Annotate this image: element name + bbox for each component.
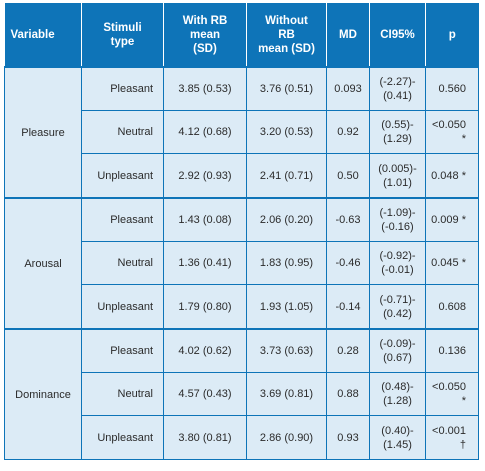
p-cell: 0.048 *: [425, 153, 479, 199]
header-with-rb: With RB mean (SD): [163, 3, 247, 67]
header-md: MD: [326, 3, 370, 67]
p-cell: <0.050 *: [425, 110, 479, 154]
md-cell: 0.28: [326, 328, 370, 373]
stimuli-cell: Neutral: [81, 241, 164, 285]
stimuli-cell: Pleasant: [81, 197, 164, 242]
table-row: Unpleasant 1.79 (0.80) 1.93 (1.05) -0.14…: [5, 284, 479, 330]
with-rb-cell: 3.80 (0.81): [163, 415, 247, 460]
md-cell: 0.93: [326, 415, 370, 460]
ci-cell: (0.55)- (1.29): [369, 110, 426, 154]
without-rb-cell: 1.83 (0.95): [246, 241, 327, 285]
without-rb-cell: 3.73 (0.63): [246, 328, 327, 373]
stimuli-cell: Neutral: [81, 110, 164, 154]
stimuli-cell: Pleasant: [81, 328, 164, 373]
stimuli-cell: Unpleasant: [81, 284, 164, 330]
with-rb-cell: 1.36 (0.41): [163, 241, 247, 285]
p-cell: 0.045 *: [425, 241, 479, 285]
table-row: Unpleasant 3.80 (0.81) 2.86 (0.90) 0.93 …: [5, 415, 479, 460]
with-rb-cell: 3.85 (0.53): [163, 66, 247, 111]
ci-cell: (0.005)- (1.01): [369, 153, 426, 199]
p-cell: 0.560: [425, 66, 479, 111]
ci-cell: (-0.92)- (-0.01): [369, 241, 426, 285]
md-cell: 0.92: [326, 110, 370, 154]
variable-cell-dominance: Dominance: [4, 328, 82, 460]
ci-cell: (-0.71)- (0.42): [369, 284, 426, 330]
p-cell: 0.136: [425, 328, 479, 373]
p-cell: 0.009 *: [425, 197, 479, 242]
without-rb-cell: 3.20 (0.53): [246, 110, 327, 154]
without-rb-cell: 2.41 (0.71): [246, 153, 327, 199]
md-cell: 0.88: [326, 372, 370, 416]
with-rb-cell: 2.92 (0.93): [163, 153, 247, 199]
with-rb-cell: 4.57 (0.43): [163, 372, 247, 416]
header-variable: Variable: [4, 3, 82, 67]
variable-cell-arousal: Arousal: [4, 197, 82, 330]
md-cell: -0.63: [326, 197, 370, 242]
with-rb-cell: 4.12 (0.68): [163, 110, 247, 154]
md-cell: 0.093: [326, 66, 370, 111]
md-cell: -0.46: [326, 241, 370, 285]
with-rb-cell: 1.79 (0.80): [163, 284, 247, 330]
header-ci95: CI95%: [369, 3, 426, 67]
with-rb-cell: 1.43 (0.08): [163, 197, 247, 242]
without-rb-cell: 3.76 (0.51): [246, 66, 327, 111]
header-p: p: [425, 3, 479, 67]
p-cell: <0.001 †: [425, 415, 479, 460]
without-rb-cell: 1.93 (1.05): [246, 284, 327, 330]
p-cell: <0.050 *: [425, 372, 479, 416]
table-row: Pleasure Pleasant 3.85 (0.53) 3.76 (0.51…: [4, 66, 479, 199]
with-rb-cell: 4.02 (0.62): [163, 328, 247, 373]
without-rb-cell: 3.69 (0.81): [246, 372, 327, 416]
table-row: Neutral 4.12 (0.68) 3.20 (0.53) 0.92 (0.…: [5, 110, 479, 154]
stimuli-cell: Unpleasant: [81, 415, 164, 460]
ci-cell: (0.40)- (1.45): [369, 415, 426, 460]
ci-cell: (-2.27)- (0.41): [369, 66, 426, 111]
p-cell: 0.608: [425, 284, 479, 330]
table-row: Neutral 4.57 (0.43) 3.69 (0.81) 0.88 (0.…: [5, 372, 479, 416]
ci-cell: (-1.09)- (-0.16): [369, 197, 426, 242]
ci-cell: (-0.09)- (0.67): [369, 328, 426, 373]
without-rb-cell: 2.06 (0.20): [246, 197, 327, 242]
table-row: Unpleasant 2.92 (0.93) 2.41 (0.71) 0.50 …: [5, 153, 479, 199]
without-rb-cell: 2.86 (0.90): [246, 415, 327, 460]
stimuli-cell: Pleasant: [81, 66, 164, 111]
ci-cell: (0.48)- (1.28): [369, 372, 426, 416]
stimuli-cell: Neutral: [81, 372, 164, 416]
md-cell: 0.50: [326, 153, 370, 199]
variable-cell-pleasure: Pleasure: [4, 66, 82, 199]
header-without-rb: Without RB mean (SD): [246, 3, 327, 67]
table-header: Variable Stimuli type With RB mean (SD) …: [4, 3, 479, 67]
header-stimuli-type: Stimuli type: [81, 3, 164, 67]
table-row: Arousal Pleasant 1.43 (0.08) 2.06 (0.20)…: [4, 197, 479, 330]
md-cell: -0.14: [326, 284, 370, 330]
header-row: Variable Stimuli type With RB mean (SD) …: [4, 3, 479, 67]
table-row: Neutral 1.36 (0.41) 1.83 (0.95) -0.46 (-…: [5, 241, 479, 285]
table-row: Dominance Pleasant 4.02 (0.62) 3.73 (0.6…: [4, 328, 479, 460]
table-body: Pleasure Pleasant 3.85 (0.53) 3.76 (0.51…: [4, 66, 479, 460]
results-table: Variable Stimuli type With RB mean (SD) …: [4, 3, 479, 460]
stimuli-cell: Unpleasant: [81, 153, 164, 199]
